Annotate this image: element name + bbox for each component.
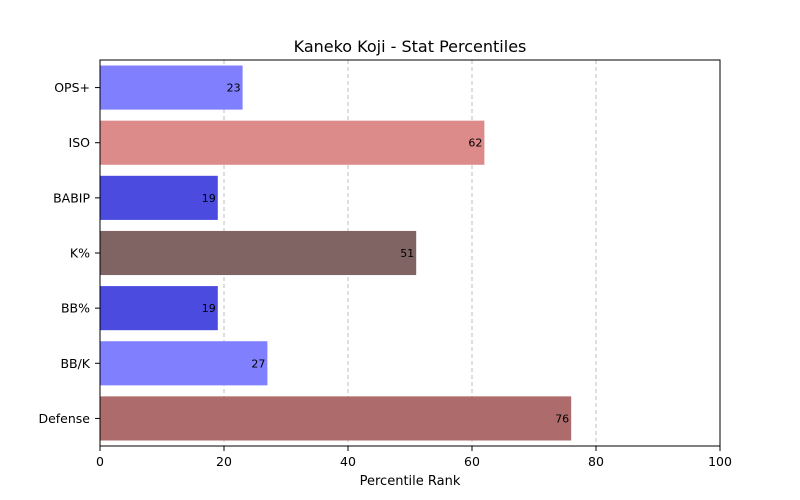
y-tick-label: OPS+ (54, 80, 90, 95)
y-tick-label: K% (70, 246, 90, 261)
bar (100, 286, 218, 331)
bar-value-label: 76 (555, 412, 569, 425)
y-axis-ticks: OPS+ ISO BABIP K% BB% BB/K Defense (38, 80, 100, 426)
y-tick-label: BB/K (60, 356, 90, 371)
bar-value-label: 19 (202, 302, 216, 315)
bar-value-label: 19 (202, 192, 216, 205)
y-tick-label: BABIP (53, 190, 90, 205)
x-tick-label: 60 (464, 454, 480, 469)
x-tick-label: 100 (708, 454, 732, 469)
bar (100, 120, 485, 165)
x-tick-label: 40 (340, 454, 356, 469)
x-tick-label: 20 (216, 454, 232, 469)
bars: 23 62 19 51 19 27 76 (100, 65, 572, 441)
bar (100, 65, 243, 110)
x-axis-label: Percentile Rank (360, 474, 461, 489)
chart-title: Kaneko Koji - Stat Percentiles (294, 37, 527, 56)
bar (100, 175, 218, 220)
y-tick-label: ISO (69, 135, 91, 150)
bar (100, 396, 572, 441)
bar (100, 230, 417, 276)
y-tick-label: BB% (61, 301, 90, 316)
x-tick-label: 0 (96, 454, 104, 469)
bar-value-label: 62 (468, 137, 482, 150)
bar-value-label: 27 (251, 357, 265, 370)
bar-value-label: 51 (400, 247, 414, 260)
x-axis-ticks: 0 20 40 60 80 100 (96, 446, 732, 469)
bar (100, 341, 268, 386)
y-tick-label: Defense (38, 411, 90, 426)
x-tick-label: 80 (588, 454, 604, 469)
bar-value-label: 23 (227, 82, 241, 95)
